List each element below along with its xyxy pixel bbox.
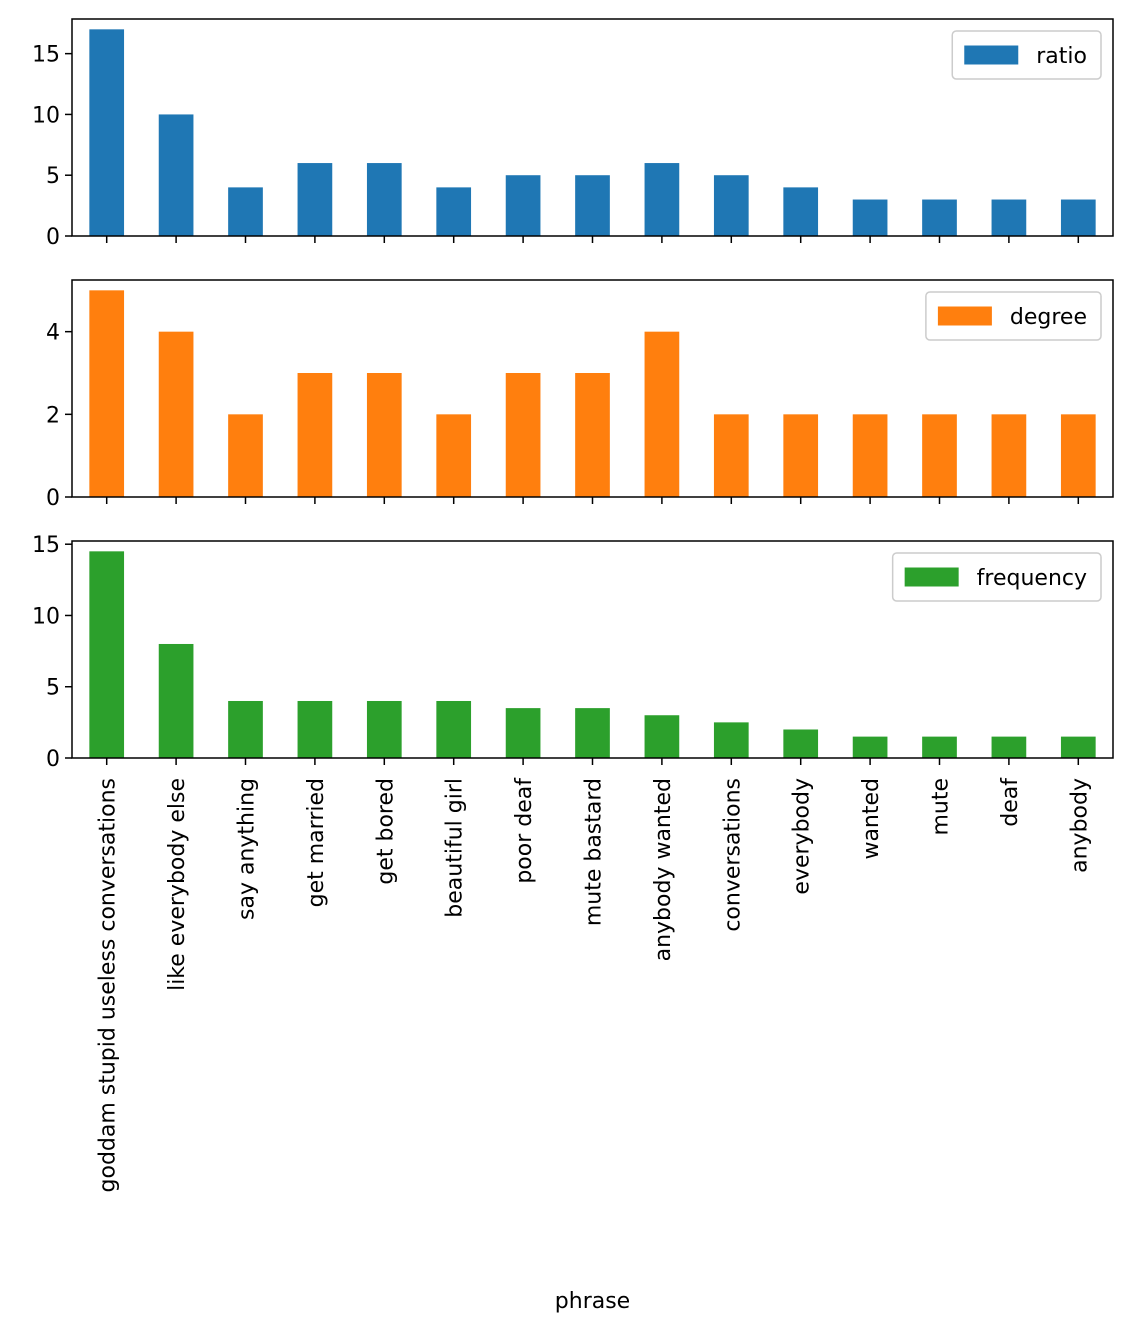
bar-frequency (713, 722, 749, 758)
x-tick-label: get married (304, 778, 329, 907)
bar-degree (575, 373, 610, 497)
bar-frequency (505, 708, 541, 758)
x-tick-label: goddam stupid useless conversations (96, 778, 121, 1192)
x-tick-label: beautiful girl (443, 778, 468, 918)
bar-frequency (436, 700, 472, 758)
bar-frequency (297, 700, 333, 758)
bar-frequency (852, 736, 888, 758)
bar-ratio (228, 187, 263, 236)
x-tick-label: mute (929, 778, 954, 836)
bar-frequency (783, 729, 819, 758)
y-tick-label: 0 (46, 225, 60, 250)
bar-frequency (922, 736, 957, 758)
y-tick-label: 10 (32, 604, 60, 629)
x-tick-label: mute bastard (582, 778, 607, 926)
bar-frequency (158, 643, 194, 758)
bar-ratio (366, 163, 402, 236)
legend-box (951, 30, 1102, 80)
bar-degree (228, 414, 263, 497)
x-tick-label: poor deaf (512, 777, 537, 884)
legend-swatch-degree (937, 306, 992, 326)
bar-ratio (783, 187, 819, 236)
bar-degree (1060, 414, 1096, 497)
legend-label-ratio: ratio (1036, 44, 1087, 69)
bar-ratio (158, 114, 194, 236)
bar-ratio (644, 163, 680, 236)
legend-label-degree: degree (1010, 305, 1087, 330)
bar-degree (436, 414, 472, 497)
legend-swatch-ratio (964, 45, 1019, 65)
bar-degree (366, 373, 402, 497)
bar-frequency (644, 715, 680, 758)
bar-degree (852, 414, 888, 497)
y-tick-label: 15 (32, 533, 60, 558)
bar-frequency (366, 700, 402, 758)
legend-box (891, 552, 1102, 602)
y-tick-label: 0 (46, 486, 60, 511)
bar-frequency (991, 736, 1027, 758)
bar-ratio (89, 29, 125, 237)
bar-degree (644, 331, 680, 497)
bar-degree (505, 373, 541, 497)
x-tick-label: like everybody else (165, 778, 190, 991)
bar-frequency (575, 708, 610, 758)
x-tick-label: deaf (998, 777, 1023, 827)
y-tick-label: 4 (46, 321, 60, 346)
bar-degree (158, 331, 194, 497)
x-tick-label: get bored (373, 778, 398, 885)
legend-swatch-frequency (904, 567, 959, 587)
y-tick-label: 0 (46, 747, 60, 772)
bar-frequency (89, 551, 125, 758)
x-tick-label: everybody (790, 778, 815, 895)
subplot-ratio: 0 5 10 15 ratio (32, 18, 1114, 250)
bar-degree (922, 414, 957, 497)
x-tick-label: conversations (720, 778, 745, 932)
bar-ratio (852, 199, 888, 236)
y-tick-label: 5 (46, 676, 60, 701)
x-tick-label: wanted (859, 778, 884, 860)
legend-box (925, 291, 1102, 341)
bar-degree (991, 414, 1027, 497)
bar-frequency (228, 700, 263, 758)
x-tick-label: anybody wanted (651, 778, 676, 961)
bar-ratio (297, 163, 333, 236)
x-tick-label: say anything (235, 778, 260, 920)
y-tick-label: 5 (46, 164, 60, 189)
bar-ratio (1060, 199, 1096, 236)
bar-ratio (505, 175, 541, 236)
bar-ratio (713, 175, 749, 236)
bar-ratio (575, 175, 610, 236)
bar-ratio (991, 199, 1027, 236)
legend-label-frequency: frequency (977, 566, 1087, 591)
y-tick-label: 2 (46, 403, 60, 428)
bar-ratio (922, 199, 957, 236)
y-tick-label: 15 (32, 43, 60, 68)
x-axis-label: phrase (555, 1289, 630, 1314)
bar-degree (783, 414, 819, 497)
bar-ratio (436, 187, 472, 236)
bar-degree (297, 373, 333, 497)
subplot-degree: 0 2 4 degree (46, 279, 1114, 511)
subplot-frequency: 0 5 10 15 goddam stupid useless conversation… (32, 533, 1114, 1192)
bar-frequency (1060, 736, 1096, 758)
y-tick-label: 10 (32, 103, 60, 128)
x-tick-label: anybody (1067, 778, 1092, 873)
bar-degree (89, 290, 125, 497)
bar-degree (713, 414, 749, 497)
